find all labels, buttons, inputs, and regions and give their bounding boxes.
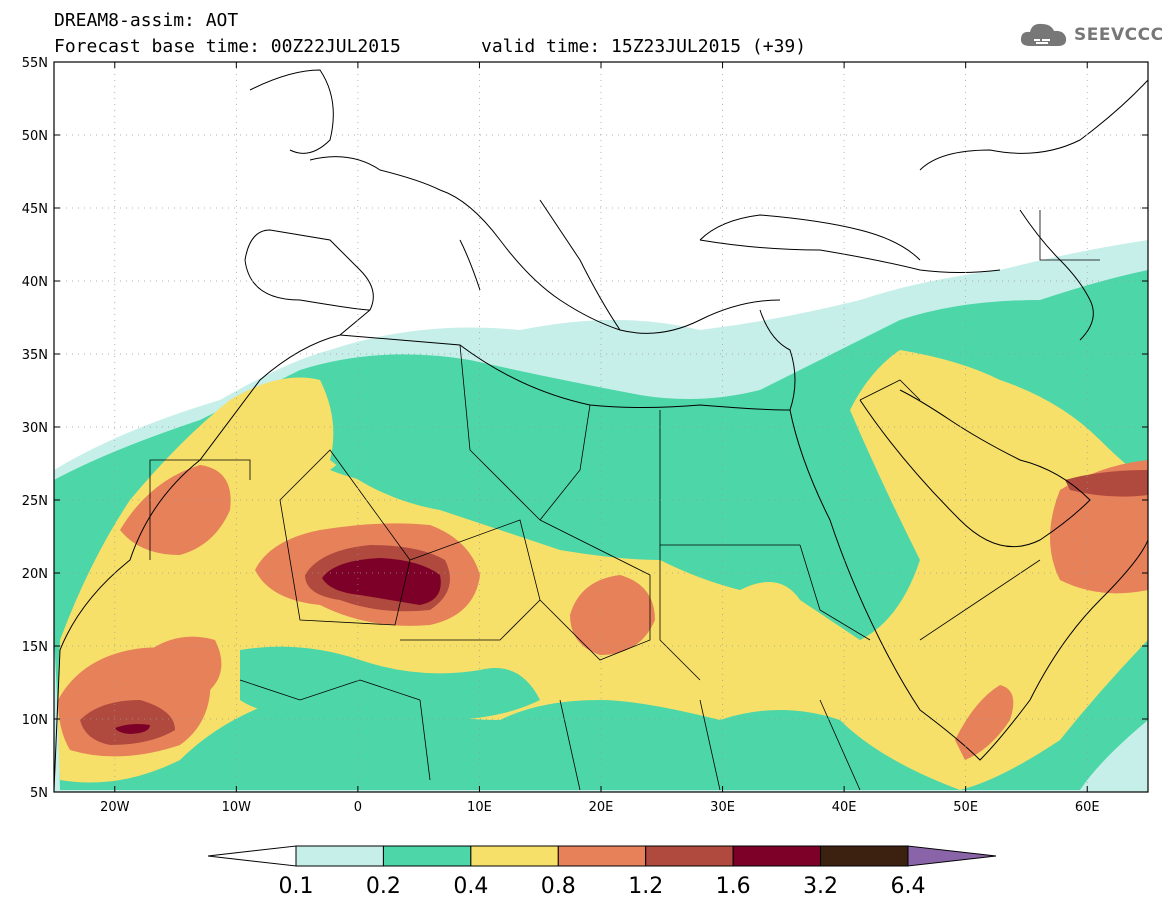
lon-label: 40E [832,800,857,815]
valid-time: valid time: 15Z23JUL2015 (+39) [481,36,807,57]
aot-level-1.6-west [115,724,150,734]
lat-label: 25N [22,494,48,509]
forecast-base-time: Forecast base time: 00Z22JUL2015 [54,36,401,57]
colorbar-label: 3.2 [803,874,838,899]
aot-level-0.8-mauritania [120,465,231,555]
lon-label: 20E [589,800,614,815]
lat-label: 20N [22,567,48,582]
colorbar-label: 0.1 [279,874,314,899]
cloud-icon [1020,23,1067,46]
lat-label: 55N [22,56,48,71]
map-title: DREAM8-assim: AOT [54,10,239,31]
colorbar-segment [295,845,384,867]
colorbar: 0.1 0.2 0.4 0.8 1.2 1.6 3.2 6.4 [207,845,997,899]
lat-label: 5N [30,786,48,801]
colorbar-label: 0.8 [541,874,576,899]
colorbar-label: 1.2 [628,874,663,899]
colorbar-label: 1.6 [716,874,751,899]
lon-label: 30E [710,800,735,815]
colorbar-label: 0.2 [366,874,401,899]
longitude-labels: 20W 10W 0 10E 20E 30E 40E 50E 60E [100,62,1100,815]
lat-label: 10N [22,713,48,728]
colorbar-segment [557,845,647,867]
aot-level-0.8-somalia [955,685,1014,760]
colorbar-upper-arrow [907,845,997,867]
seevccc-logo: SEEVCCC [1018,20,1164,50]
lon-label: 0 [354,800,362,815]
coastlines [54,69,1148,791]
lon-label: 10E [467,800,492,815]
aot-level-1.2-west [80,700,175,745]
lon-label: 20W [100,800,130,815]
borders [149,210,1100,791]
lon-label: 60E [1075,800,1100,815]
gridlines [54,62,1148,792]
logo-text: SEEVCCC [1074,25,1164,45]
lat-label: 15N [22,640,48,655]
colorbar-segment [645,845,734,867]
lat-label: 45N [22,202,48,217]
aot-level-1.6-sahara [322,558,441,605]
colorbar-label: 0.4 [453,874,488,899]
lat-label: 40N [22,275,48,290]
lat-label: 35N [22,348,48,363]
colorbar-segment [732,845,822,867]
aot-level-0.2-band [330,430,740,540]
lat-label: 30N [22,421,48,436]
aot-level-1.2-gulf [1065,470,1148,497]
colorbar-label: 6.4 [891,874,926,899]
colorbar-segment [820,845,909,867]
latitude-labels: 55N 50N 45N 40N 35N 30N 25N 20N 15N 10N 5N [22,56,1148,801]
colorbar-lower-arrow [207,845,297,867]
lon-label: 10W [222,800,252,815]
lon-label: 50E [953,800,978,815]
aot-level-0.8-sahel [150,636,222,690]
colorbar-segment [382,845,472,867]
lat-label: 50N [22,129,48,144]
aot-level-0.8-chad [570,575,655,655]
aot-level-0.2-south [240,646,540,720]
colorbar-segment [470,845,559,867]
